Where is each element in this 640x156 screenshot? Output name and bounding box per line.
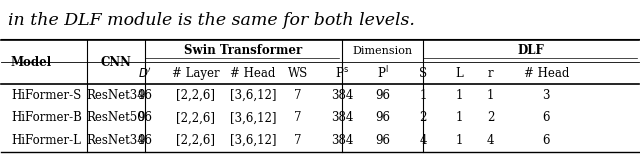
Text: [3,6,12]: [3,6,12] bbox=[230, 112, 276, 124]
Text: 96: 96 bbox=[375, 134, 390, 147]
Text: P$^{\mathsf{l}}$: P$^{\mathsf{l}}$ bbox=[377, 65, 388, 81]
Text: P$^{\mathsf{s}}$: P$^{\mathsf{s}}$ bbox=[335, 66, 349, 80]
Text: 1: 1 bbox=[420, 89, 427, 102]
Text: ResNet50: ResNet50 bbox=[86, 112, 145, 124]
Text: 2: 2 bbox=[420, 112, 427, 124]
Text: 4: 4 bbox=[487, 134, 495, 147]
Text: L: L bbox=[455, 67, 463, 80]
Text: # Layer: # Layer bbox=[172, 67, 220, 80]
Text: [3,6,12]: [3,6,12] bbox=[230, 89, 276, 102]
Text: 96: 96 bbox=[375, 112, 390, 124]
Text: [2,2,6]: [2,2,6] bbox=[176, 89, 215, 102]
Text: 96: 96 bbox=[137, 112, 152, 124]
Text: 1: 1 bbox=[455, 134, 463, 147]
Text: 2: 2 bbox=[487, 112, 495, 124]
Text: 7: 7 bbox=[294, 89, 301, 102]
Text: 96: 96 bbox=[375, 89, 390, 102]
Text: HiFormer-S: HiFormer-S bbox=[11, 89, 81, 102]
Text: CNN: CNN bbox=[100, 56, 132, 69]
Text: in the DLF module is the same for both levels.: in the DLF module is the same for both l… bbox=[8, 12, 415, 29]
Text: Model: Model bbox=[11, 56, 52, 69]
Text: r: r bbox=[488, 67, 493, 80]
Text: 96: 96 bbox=[137, 134, 152, 147]
Text: ResNet34: ResNet34 bbox=[86, 134, 145, 147]
Text: 3: 3 bbox=[543, 89, 550, 102]
Text: 7: 7 bbox=[294, 134, 301, 147]
Text: 1: 1 bbox=[487, 89, 495, 102]
Text: ResNet34: ResNet34 bbox=[86, 89, 145, 102]
Text: 4: 4 bbox=[419, 134, 427, 147]
Text: 1: 1 bbox=[455, 89, 463, 102]
Text: [3,6,12]: [3,6,12] bbox=[230, 134, 276, 147]
Text: DLF: DLF bbox=[518, 44, 544, 57]
Text: [2,2,6]: [2,2,6] bbox=[176, 134, 215, 147]
Text: $D'$: $D'$ bbox=[138, 66, 152, 80]
Text: Dimension: Dimension bbox=[353, 46, 413, 56]
Text: WS: WS bbox=[287, 67, 308, 80]
Text: 384: 384 bbox=[331, 112, 353, 124]
Text: [2,2,6]: [2,2,6] bbox=[176, 112, 215, 124]
Text: 384: 384 bbox=[331, 134, 353, 147]
Text: 7: 7 bbox=[294, 112, 301, 124]
Text: 384: 384 bbox=[331, 89, 353, 102]
Text: S: S bbox=[419, 67, 428, 80]
Text: # Head: # Head bbox=[230, 67, 276, 80]
Text: 6: 6 bbox=[543, 112, 550, 124]
Text: 1: 1 bbox=[455, 112, 463, 124]
Text: HiFormer-B: HiFormer-B bbox=[11, 112, 82, 124]
Text: Swin Transformer: Swin Transformer bbox=[184, 44, 303, 57]
Text: 96: 96 bbox=[137, 89, 152, 102]
Text: # Head: # Head bbox=[524, 67, 569, 80]
Text: 6: 6 bbox=[543, 134, 550, 147]
Text: HiFormer-L: HiFormer-L bbox=[11, 134, 81, 147]
